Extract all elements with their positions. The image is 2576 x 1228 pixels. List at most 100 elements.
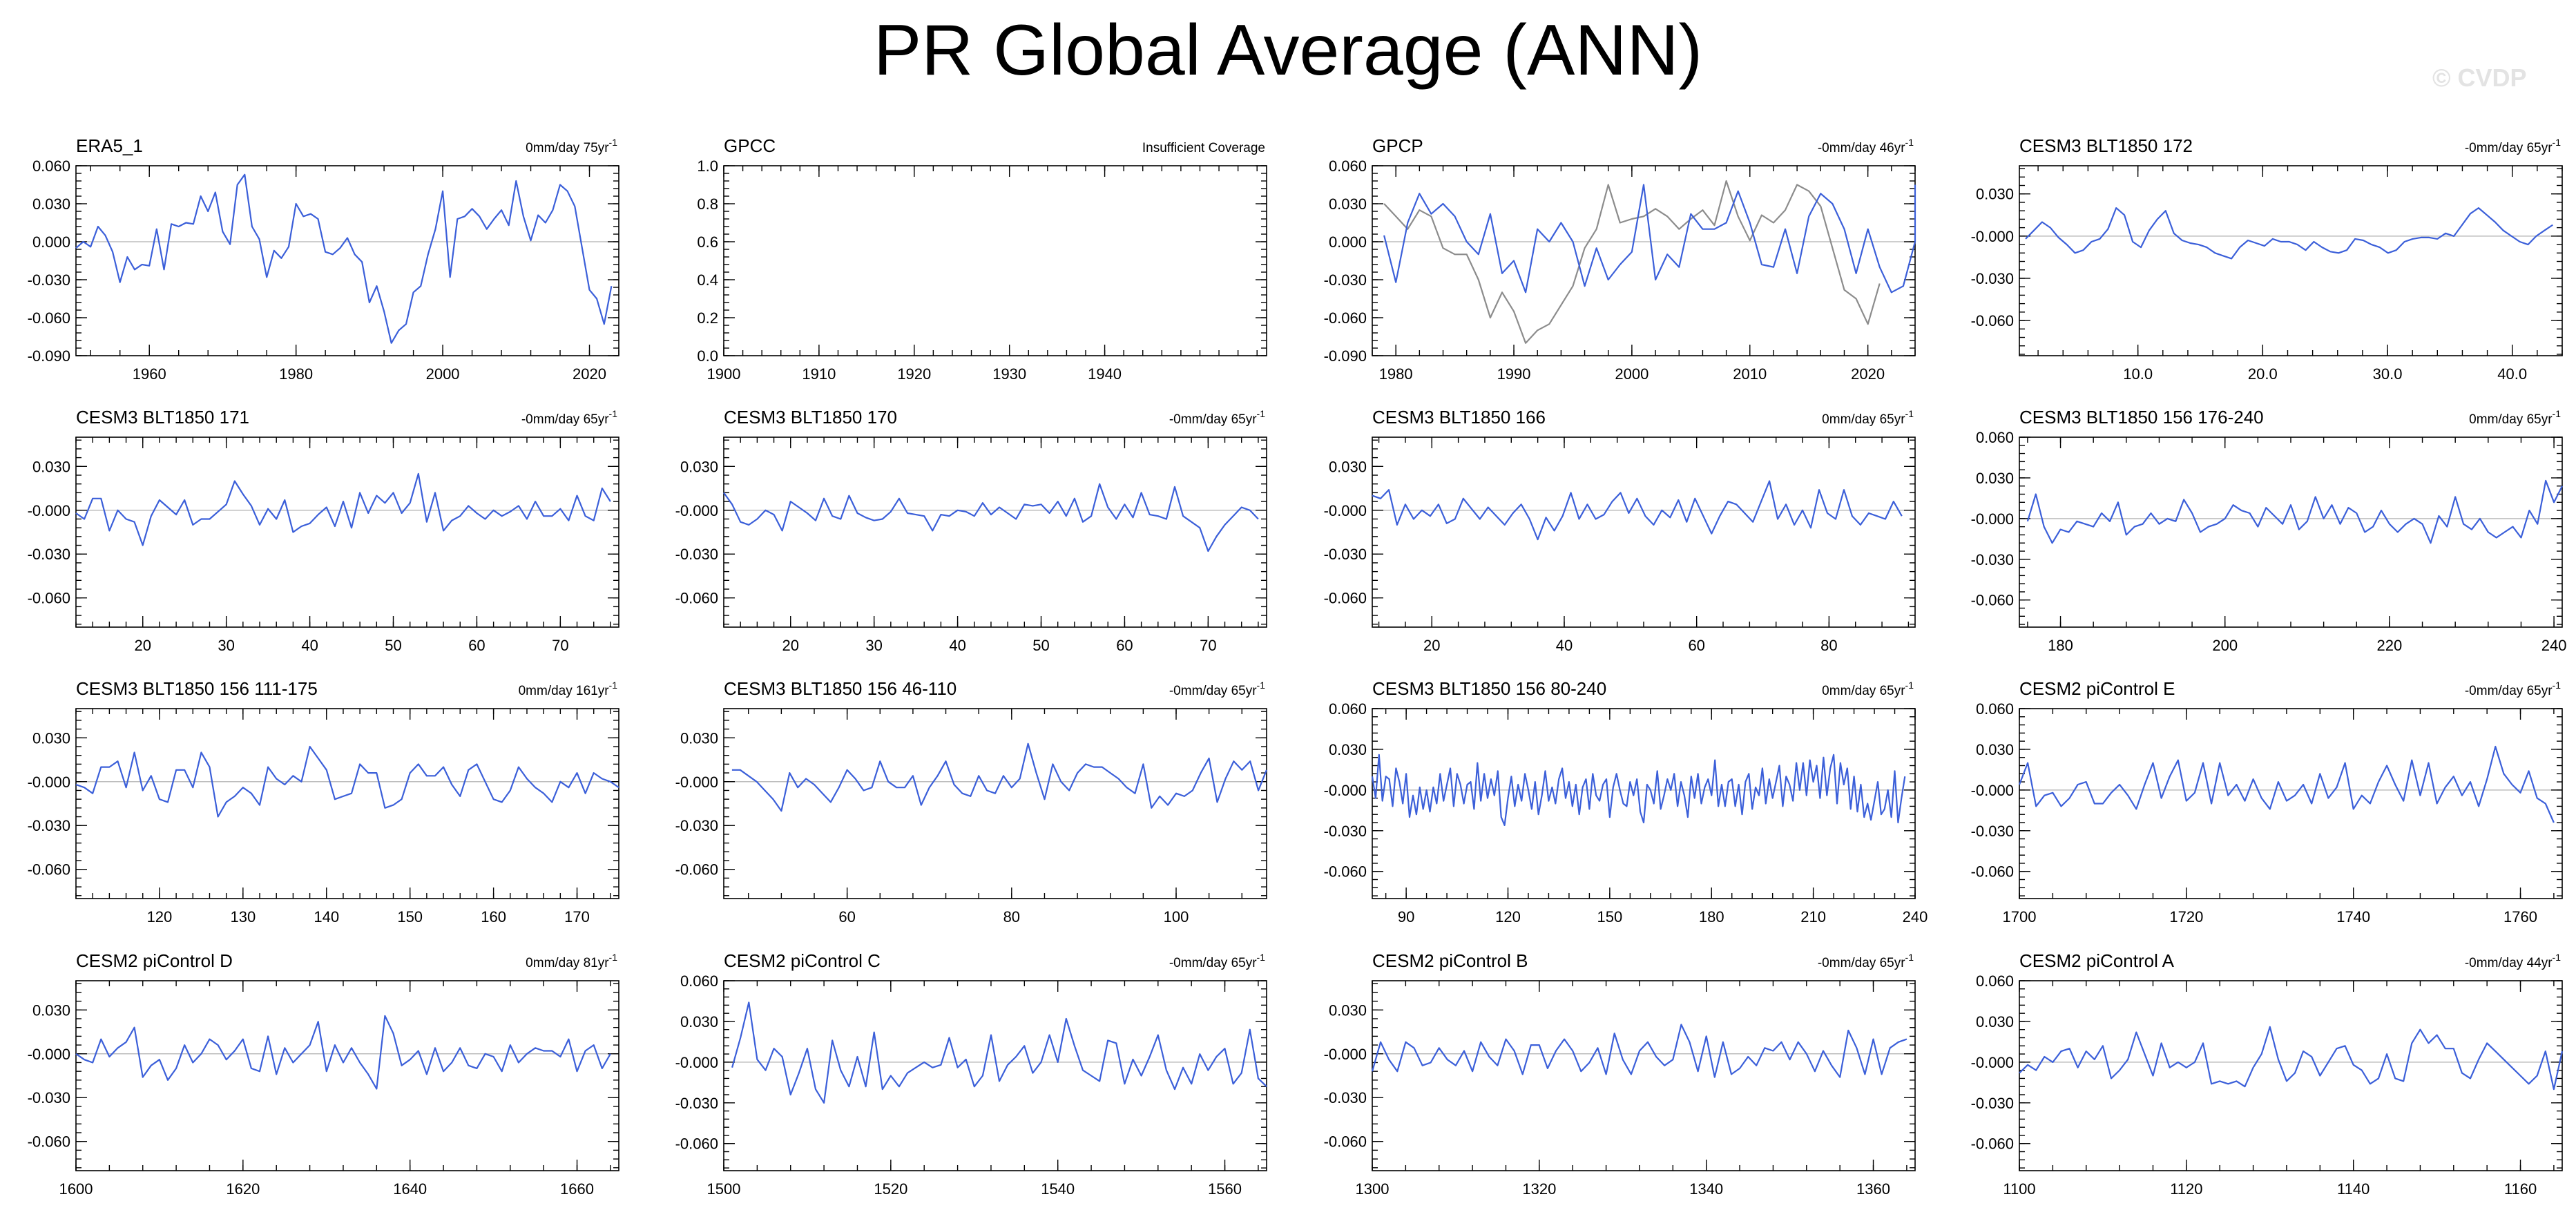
x-tick-label: 1520: [874, 1180, 907, 1198]
y-tick-label: -0.000: [1971, 228, 2014, 245]
x-tick-label: 1910: [802, 365, 836, 383]
panel-title: CESM2 piControl C: [724, 950, 881, 971]
y-tick-label: 0.030: [1976, 470, 2014, 487]
plot-frame: [75, 708, 619, 899]
y-tick-label: -0.000: [1324, 1046, 1367, 1063]
y-tick-label: -0.060: [28, 861, 70, 879]
panel-title: CESM3 BLT1850 156 80-240: [1372, 678, 1606, 699]
x-tick-label: 80: [1003, 908, 1020, 925]
y-tick-label: 0.000: [32, 233, 70, 251]
y-tick-label: -0.060: [1324, 309, 1367, 327]
x-tick-label: 20: [782, 637, 798, 654]
x-tick-label: 60: [838, 908, 855, 925]
plot-frame: [2019, 708, 2563, 899]
panel-title: CESM2 piControl A: [2019, 950, 2175, 971]
x-tick-label: 160: [481, 908, 506, 925]
panel-10: CESM3 BLT1850 156 46-110 -0mm/day 65yr-1 6…: [675, 678, 1268, 925]
series-line-1: [2025, 207, 2553, 260]
x-tick-label: 240: [2541, 637, 2567, 654]
y-tick-label: -0.060: [675, 861, 718, 879]
x-tick-label: 1740: [2336, 908, 2370, 925]
series-line-1: [2026, 479, 2563, 544]
y-tick-label: -0.060: [1324, 863, 1367, 881]
series-line-1: [75, 1015, 611, 1090]
x-tick-label: 140: [314, 908, 339, 925]
panel-trend-note: Insufficient Coverage: [1142, 141, 1265, 155]
panel-2: GPCC Insufficient Coverage 1900 1910 1920 193…: [697, 135, 1267, 383]
page-title: PR Global Average (ANN): [873, 10, 1703, 90]
plot-frame: [723, 436, 1267, 628]
x-tick-label: 1300: [1356, 1180, 1390, 1198]
x-tick-label: 130: [230, 908, 256, 925]
panel-15: CESM2 piControl B -0mm/day 65yr-1 1300 1320…: [1324, 950, 1916, 1198]
plot-frame: [723, 165, 1267, 356]
x-tick-label: 150: [1597, 908, 1623, 925]
x-tick-label: 1360: [1856, 1180, 1890, 1198]
panel-title: GPCC: [724, 135, 776, 156]
panel-title: CESM3 BLT1850 156 46-110: [724, 678, 957, 699]
x-tick-label: 180: [2048, 637, 2073, 654]
y-tick-label: -0.060: [1324, 590, 1367, 607]
y-tick-label: 0.8: [697, 195, 718, 213]
y-tick-label: -0.060: [1971, 592, 2014, 609]
x-tick-label: 1930: [992, 365, 1026, 383]
panel-trend-note: 0mm/day 65yr-1: [2469, 408, 2561, 427]
panel-title: CESM2 piControl E: [2019, 678, 2175, 699]
x-tick-label: 30.0: [2373, 365, 2403, 383]
x-tick-label: 1660: [560, 1180, 594, 1198]
y-tick-label: -0.000: [1324, 782, 1367, 799]
y-tick-label: -0.000: [1971, 1054, 2014, 1071]
y-tick-label: 0.4: [697, 271, 718, 289]
series-line-1: [731, 742, 1268, 812]
series-line-1: [75, 745, 619, 818]
plot-frame: [1372, 980, 1916, 1171]
y-tick-label: -0.030: [1324, 271, 1367, 289]
x-tick-label: 1500: [707, 1180, 741, 1198]
x-tick-label: 210: [1800, 908, 1826, 925]
panel-trend-note: -0mm/day 65yr-1: [1169, 680, 1265, 698]
x-tick-label: 60: [1116, 637, 1133, 654]
x-tick-label: 1320: [1522, 1180, 1556, 1198]
cvdp-watermark: © CVDP: [2432, 64, 2527, 92]
panel-title: CESM3 BLT1850 156 111-175: [76, 678, 318, 699]
panel-trend-note: -0mm/day 65yr-1: [1169, 952, 1265, 970]
x-tick-label: 1960: [133, 365, 166, 383]
x-tick-label: 50: [385, 637, 401, 654]
panel-8: CESM3 BLT1850 156 176-240 0mm/day 65yr-1 1…: [1971, 407, 2567, 654]
panel-trend-note: -0mm/day 65yr-1: [521, 408, 617, 427]
panel-title: GPCP: [1372, 135, 1423, 156]
x-tick-label: 1940: [1088, 365, 1122, 383]
y-tick-label: -0.060: [28, 309, 70, 327]
y-tick-label: 0.0: [697, 347, 718, 365]
panel-14: CESM2 piControl C -0mm/day 65yr-1 1500 1520…: [675, 950, 1267, 1198]
x-tick-label: 120: [1495, 908, 1521, 925]
panel-trend-note: -0mm/day 46yr-1: [1818, 137, 1914, 155]
x-tick-label: 70: [1200, 637, 1216, 654]
panel-3: GPCP -0mm/day 46yr-1 1980 1990 2000 2010 2020 -…: [1324, 135, 1916, 383]
y-tick-label: -0.000: [28, 1046, 70, 1063]
y-tick-label: 0.030: [1329, 195, 1367, 213]
y-tick-label: -0.000: [675, 774, 718, 791]
x-tick-label: 30: [218, 637, 234, 654]
panel-trend-note: 0mm/day 161yr-1: [519, 680, 618, 698]
series-line-1: [1372, 480, 1903, 541]
y-tick-label: 0.030: [1329, 1001, 1367, 1019]
y-tick-label: -0.060: [1324, 1133, 1367, 1151]
panel-title: ERA5_1: [76, 135, 143, 156]
plot-frame: [723, 980, 1267, 1171]
y-tick-label: 0.030: [1329, 458, 1367, 475]
y-tick-label: -0.030: [28, 817, 70, 834]
series-line-1: [1383, 180, 1881, 344]
plot-frame: [75, 436, 619, 628]
panel-trend-note: 0mm/day 65yr-1: [1822, 680, 1914, 698]
x-tick-label: 20.0: [2248, 365, 2278, 383]
x-tick-label: 120: [147, 908, 173, 925]
y-tick-label: -0.030: [1971, 823, 2014, 840]
y-tick-label: -0.000: [28, 774, 70, 791]
y-tick-label: -0.030: [675, 817, 718, 834]
plot-frame: [1372, 165, 1916, 356]
x-tick-label: 20: [1423, 637, 1440, 654]
plot-frame: [2019, 165, 2563, 356]
panel-title: CESM3 BLT1850 166: [1372, 407, 1546, 428]
y-tick-label: 0.060: [32, 157, 70, 175]
